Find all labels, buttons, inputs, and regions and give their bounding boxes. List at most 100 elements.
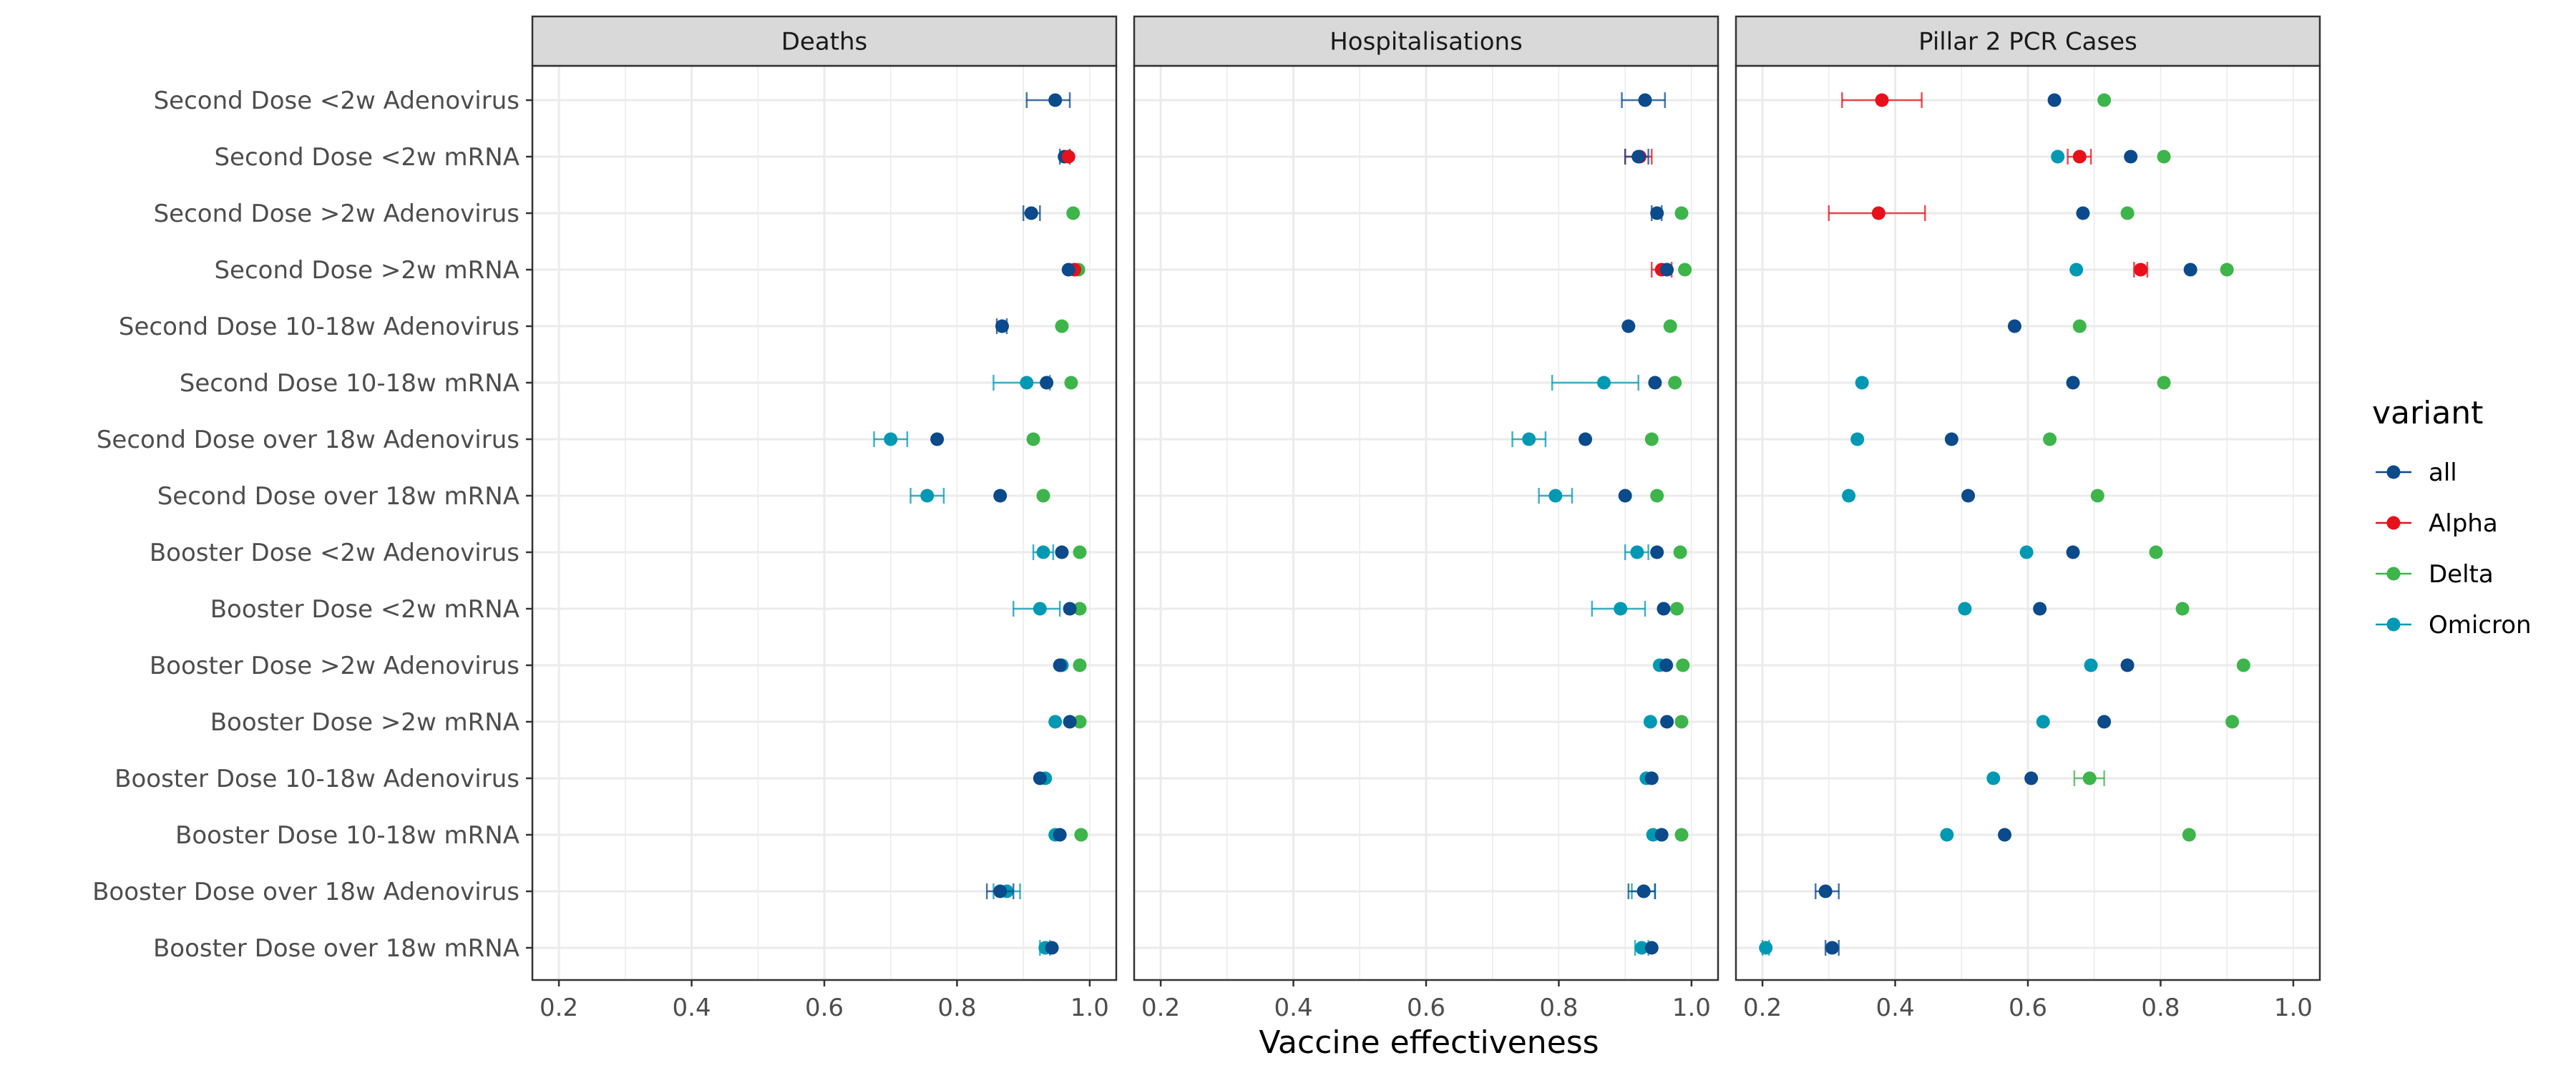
point-marker (1670, 602, 1684, 616)
x-tick-label: 0.2 (1141, 994, 1180, 1022)
data-point-all (2066, 545, 2080, 559)
x-tick-label: 0.4 (1876, 994, 1915, 1022)
data-point-all (1579, 432, 1593, 446)
data-point-omicron (1511, 431, 1547, 447)
point-marker (2033, 602, 2047, 616)
x-tick-label: 0.6 (805, 994, 844, 1022)
point-marker (2149, 545, 2163, 559)
data-point-omicron (1958, 602, 1972, 616)
data-point-delta (1663, 319, 1677, 333)
data-point-delta (2236, 658, 2250, 672)
legend-item-omicron: Omicron (2376, 611, 2532, 640)
point-marker (2043, 432, 2057, 446)
data-point-omicron (1538, 488, 1574, 504)
data-point-all (1998, 828, 2012, 842)
data-point-omicron (1032, 544, 1055, 560)
point-marker (1636, 884, 1651, 898)
category-label: Second Dose over 18w Adenovirus (97, 426, 519, 454)
point-marker (1630, 545, 1644, 559)
category-label: Booster Dose <2w Adenovirus (150, 539, 519, 567)
data-point-all (2066, 376, 2080, 390)
x-tick-label: 0.4 (1274, 994, 1313, 1022)
point-marker (1040, 376, 1054, 390)
point-marker (884, 432, 898, 446)
data-point-delta (2043, 432, 2057, 446)
legend: variant all Alpha Delta Omicron (2372, 395, 2532, 640)
data-point-all (1627, 883, 1657, 899)
point-marker (2076, 206, 2090, 220)
data-point-delta (1036, 489, 1050, 503)
facet-title: Hospitalisations (1330, 28, 1523, 57)
point-marker (1061, 263, 1075, 277)
data-point-delta (2120, 206, 2135, 220)
legend-label: all (2429, 459, 2457, 487)
point-marker (920, 489, 935, 503)
point-marker (2120, 206, 2135, 220)
data-point-all (2183, 263, 2197, 277)
facet-title: Pillar 2 PCR Cases (1918, 28, 2137, 57)
point-marker (1678, 263, 1692, 277)
data-point-all (1660, 263, 1674, 277)
data-point-delta (1074, 828, 1088, 842)
data-point-delta (1073, 658, 1087, 672)
data-point-omicron (2019, 545, 2034, 559)
data-point-all (2120, 658, 2135, 672)
point-marker (1063, 602, 1077, 616)
point-marker (1855, 376, 1869, 390)
legend-label: Omicron (2429, 611, 2532, 640)
data-point-all (1660, 715, 1674, 729)
data-point-omicron (1048, 715, 1063, 729)
data-point-delta (2097, 93, 2112, 107)
point-marker (2072, 319, 2087, 333)
point-marker (1064, 376, 1078, 390)
data-point-all (1961, 489, 1976, 503)
data-point-delta (1073, 602, 1087, 616)
data-point-omicron (2084, 658, 2098, 672)
point-marker (2236, 658, 2250, 672)
point-marker (2097, 93, 2112, 107)
point-marker (1759, 941, 1773, 955)
point-marker (1063, 715, 1077, 729)
data-point-alpha (1828, 205, 1926, 221)
point-marker (1674, 828, 1689, 842)
category-label: Second Dose <2w Adenovirus (154, 87, 519, 115)
data-point-delta (2090, 489, 2104, 503)
x-tick-label: 1.0 (1070, 994, 1109, 1022)
point-marker (1020, 376, 1034, 390)
point-marker (1631, 150, 1646, 164)
data-point-all (1648, 376, 1662, 390)
data-point-delta (1673, 545, 1687, 559)
facet-panel: Hospitalisations 0.2 0.4 0.6 0.8 1.0 (1133, 15, 1719, 1022)
point-marker (2157, 376, 2171, 390)
point-marker (1548, 489, 1563, 503)
category-label: Second Dose 10-18w mRNA (180, 369, 519, 398)
data-point-delta (2220, 263, 2234, 277)
data-point-omicron (2036, 715, 2050, 729)
data-point-all (1618, 489, 1632, 503)
facet-panel: Deaths 0.2 0.4 0.6 0.8 1.0 (531, 15, 1118, 1022)
data-point-delta (2157, 376, 2171, 390)
data-point-all (1815, 883, 1840, 899)
data-point-delta (1674, 828, 1689, 842)
data-point-all (1624, 149, 1649, 165)
point-marker (2097, 715, 2112, 729)
x-tick-label: 0.4 (673, 994, 711, 1022)
point-marker (2082, 771, 2097, 785)
data-point-delta (1678, 263, 1692, 277)
data-point-all (1650, 205, 1664, 221)
data-point-all (985, 883, 1015, 899)
category-label: Booster Dose over 18w Adenovirus (92, 878, 519, 906)
point-marker (2157, 150, 2171, 164)
data-point-alpha (1061, 150, 1075, 164)
data-point-delta (1674, 206, 1689, 220)
data-point-omicron (1551, 375, 1639, 391)
data-point-omicron (1850, 432, 1865, 446)
point-marker (2134, 263, 2148, 277)
category-label: Booster Dose >2w Adenovirus (150, 652, 519, 680)
data-point-all (2047, 93, 2062, 107)
point-marker (1074, 828, 1088, 842)
point-marker (2007, 319, 2021, 333)
point-marker (1048, 715, 1063, 729)
point-marker (1673, 545, 1687, 559)
point-marker (1850, 432, 1865, 446)
